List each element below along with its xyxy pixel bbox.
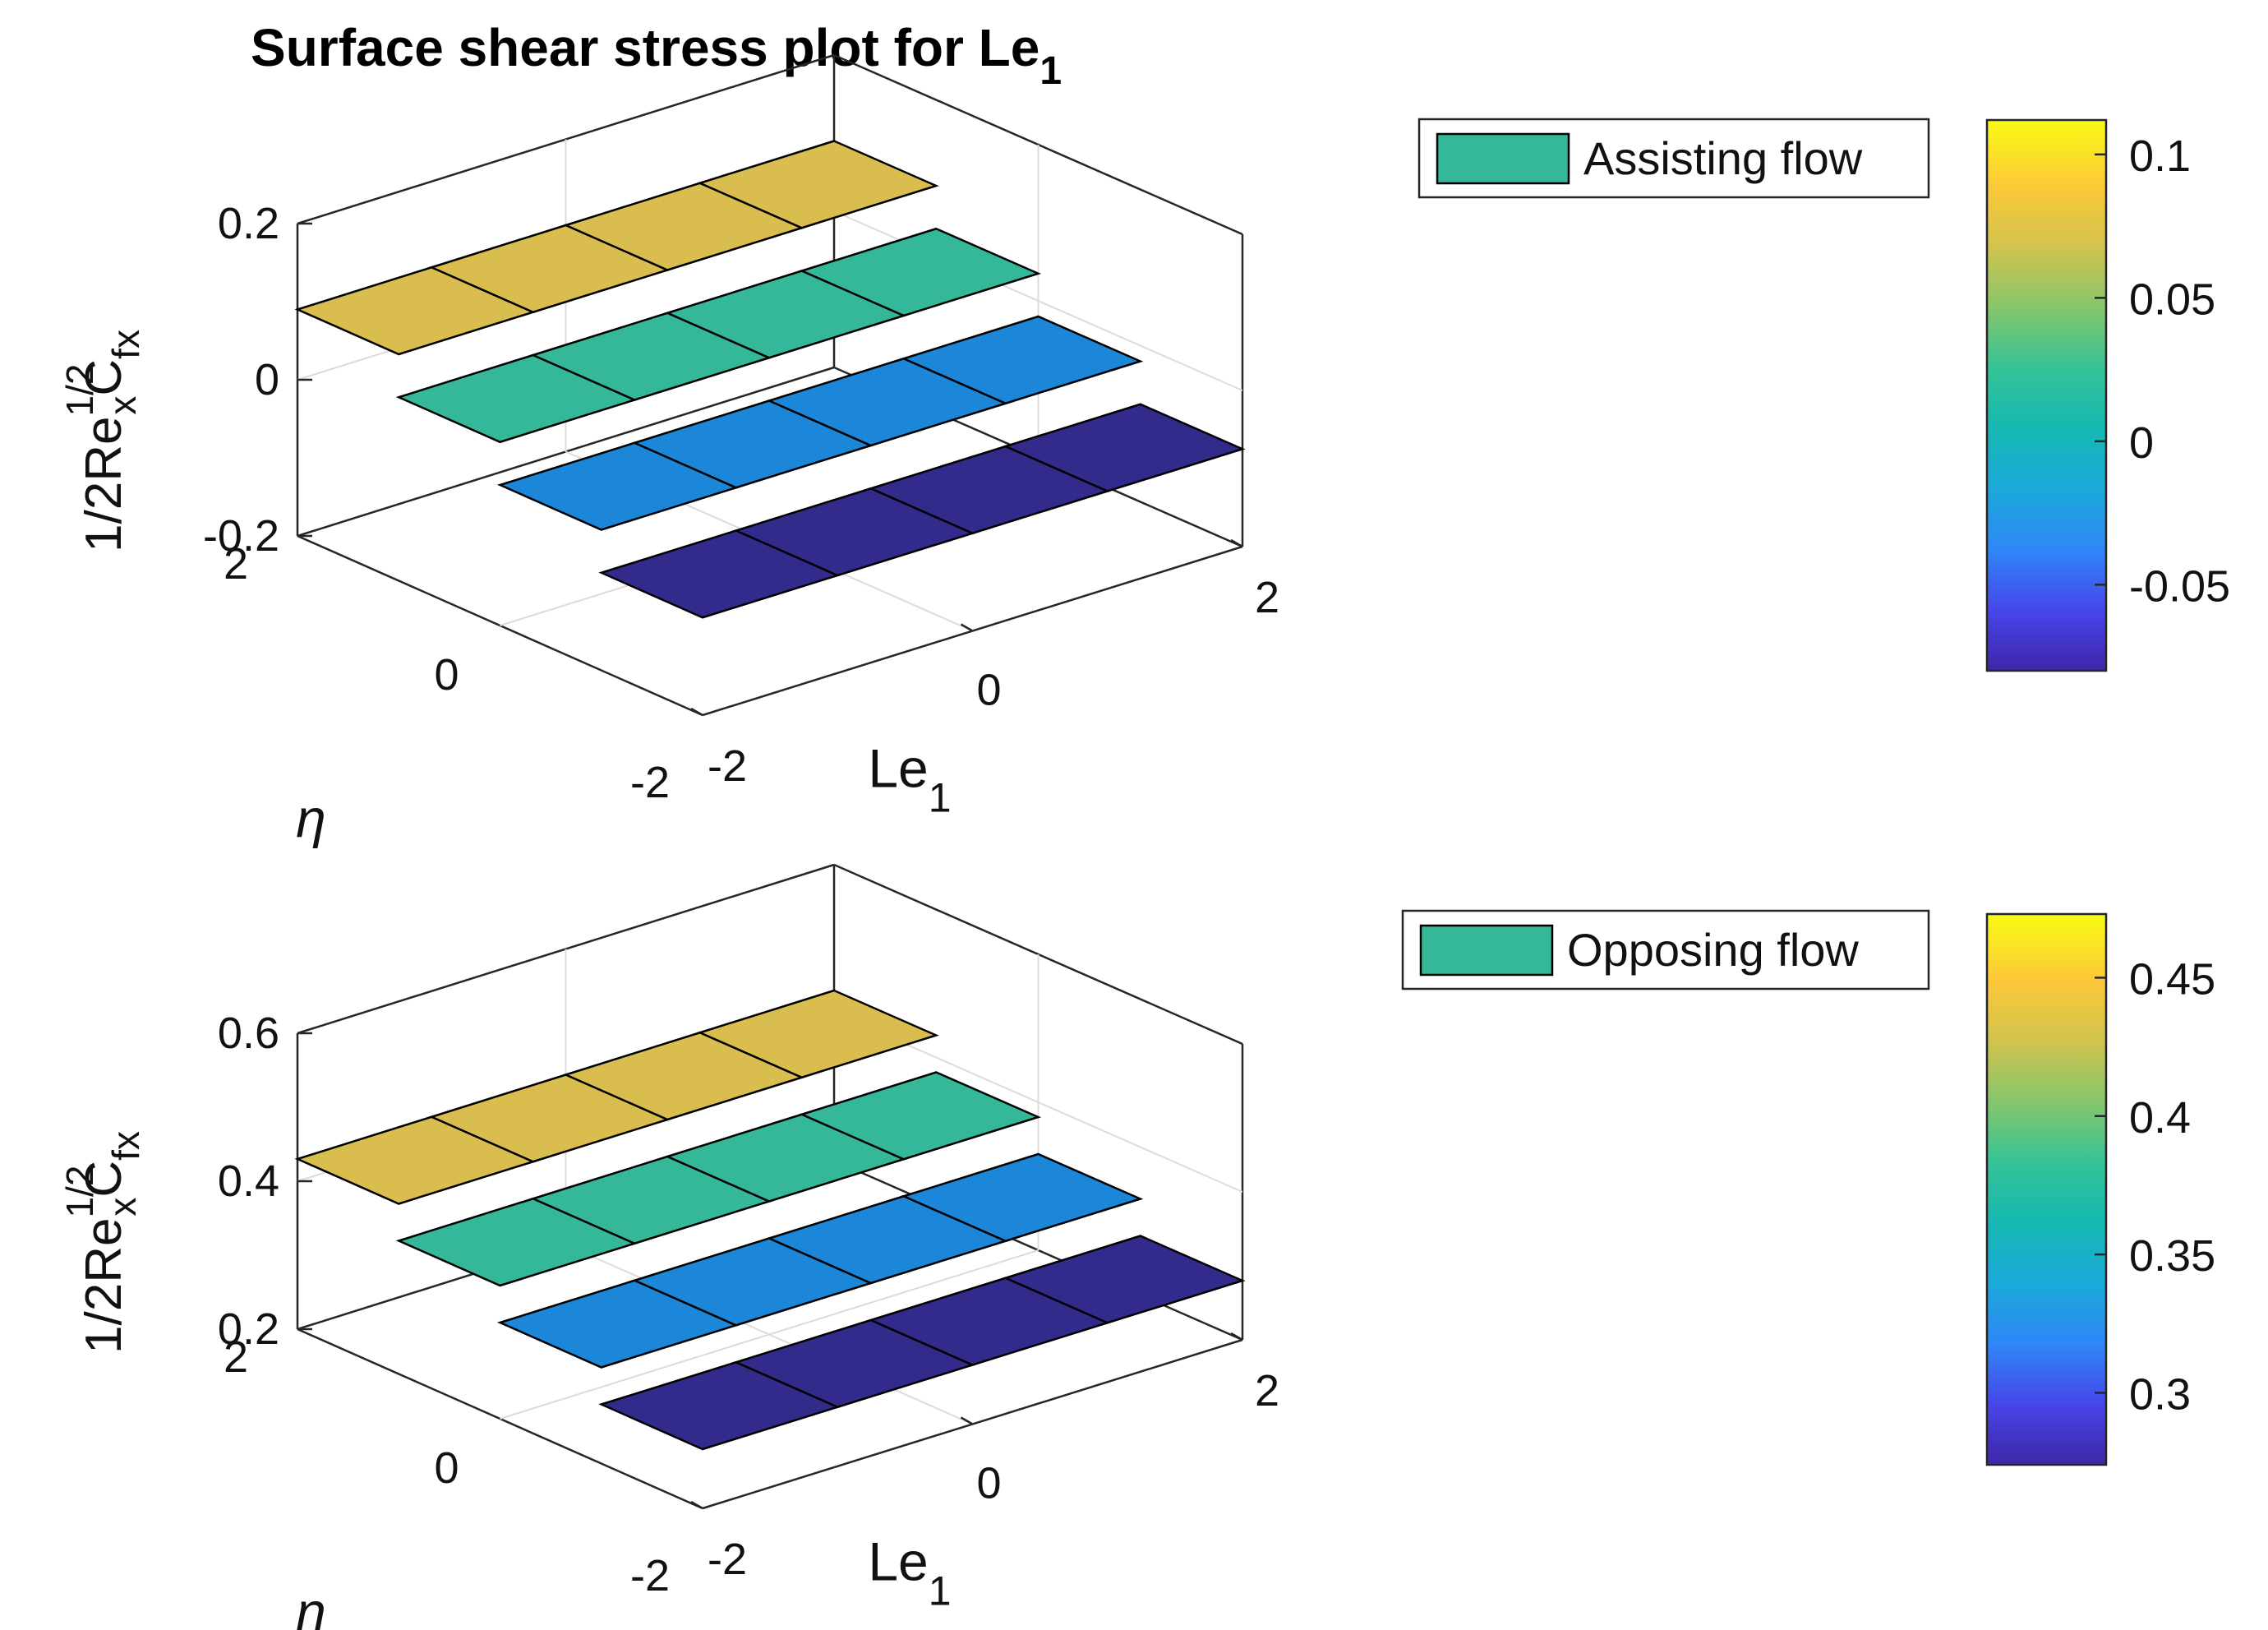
le-tick-label: 0 [976, 1459, 1001, 1508]
le-tick-label: 0 [976, 666, 1001, 715]
le-tick-mark [1230, 538, 1243, 548]
z-axis-label-sup1: 1/2 [58, 364, 101, 417]
z-axis-label-sup1: 1/2 [58, 1166, 101, 1218]
z-tick-label: 0.6 [218, 1009, 279, 1058]
colorbar-tick-label: 0.1 [2129, 132, 2191, 181]
chart-title-subscript: 1 [1040, 49, 1062, 93]
z-axis-label-main2: C [76, 1161, 132, 1198]
colorbar-tick-label: 0.4 [2129, 1093, 2191, 1143]
z-axis-label-sub1: x [101, 396, 144, 415]
le-axis-label: Le1 [868, 737, 951, 820]
surface-cell [1003, 403, 1246, 492]
eta-tick-label: -2 [630, 758, 670, 807]
surface-cell [799, 227, 1042, 317]
z-axis-label-main2: C [76, 359, 132, 396]
eta-tick-label: 0 [434, 650, 459, 700]
surface-cell [697, 140, 939, 229]
colorbar-tick-label: 0.05 [2129, 275, 2215, 324]
le-axis-label-subscript: 1 [929, 774, 952, 820]
z-axis-label-base: 1/2Re [76, 417, 132, 552]
colorbar [1985, 912, 2108, 1466]
colorbar-tick-label: 0 [2129, 418, 2154, 468]
chart-title: Surface shear stress plot for Le1 [251, 18, 1062, 93]
le-axis-label-subscript: 1 [929, 1568, 952, 1614]
z-tick-label: 0.2 [218, 199, 279, 248]
z-axis-label-base: 1/2Re [76, 1218, 132, 1354]
z-axis-label: 1/2Re1/2xCfx [58, 330, 147, 552]
panel-assisting-flow: 0.20-0.220-2 -202ηLe11/2Re1/2xCfxAssistin… [58, 53, 2230, 848]
eta-tick-label: 0 [434, 1443, 459, 1493]
le-tick-mark [960, 1416, 974, 1425]
surface-cell [697, 989, 939, 1079]
z-tick-label: 0.4 [218, 1157, 279, 1206]
grid-line [565, 1244, 973, 1425]
eta-tick-label: 2 [224, 539, 248, 589]
chart-title-main: Surface shear stress plot for Le [251, 18, 1040, 77]
le-tick-mark [690, 1500, 703, 1510]
panel-opposing-flow: 0.60.40.220-2 -202ηLe11/2Re1/2xCfxOpposin… [58, 863, 2215, 1630]
surface-cell [1003, 1235, 1246, 1324]
z-axis-label: 1/2Re1/2xCfx [58, 1131, 147, 1354]
eta-axis-label: η [296, 787, 326, 848]
z-axis-label-sub2: fx [104, 1131, 147, 1161]
z-axis-label-sub1: x [101, 1198, 144, 1217]
colorbar-tick-label: 0.45 [2129, 954, 2215, 1004]
legend-swatch [1436, 132, 1570, 185]
le-tick-label: -2 [708, 741, 747, 791]
z-tick-label: 0 [255, 355, 279, 404]
eta-tick-label: -2 [630, 1551, 670, 1600]
legend-swatch [1419, 924, 1554, 977]
surface-cell [799, 1071, 1042, 1161]
le-tick-label: 2 [1255, 573, 1279, 622]
colorbar-tick-label: -0.05 [2129, 561, 2230, 611]
le-tick-mark [690, 707, 703, 717]
le-axis-label-main: Le [868, 1531, 928, 1591]
eta-tick-label: 2 [224, 1332, 248, 1382]
legend-label: Opposing flow [1567, 924, 1859, 976]
le-tick-label: 2 [1255, 1366, 1279, 1415]
eta-axis-label: η [296, 1581, 326, 1630]
le-tick-label: -2 [708, 1535, 747, 1584]
z-tick-label: 0.2 [218, 1304, 279, 1354]
legend-label: Assisting flow [1583, 132, 1863, 184]
le-tick-mark [960, 623, 974, 632]
colorbar-tick-label: 0.35 [2129, 1231, 2215, 1281]
le-tick-mark [1230, 1332, 1243, 1341]
surface-cell [901, 315, 1144, 405]
z-tick-label: -0.2 [203, 511, 279, 561]
surface-cell [901, 1152, 1144, 1243]
z-axis-label-sub2: fx [104, 330, 147, 359]
colorbar [1985, 118, 2108, 672]
le-axis-label-main: Le [868, 737, 928, 798]
le-axis-label: Le1 [868, 1531, 951, 1614]
colorbar-tick-label: 0.3 [2129, 1369, 2191, 1419]
